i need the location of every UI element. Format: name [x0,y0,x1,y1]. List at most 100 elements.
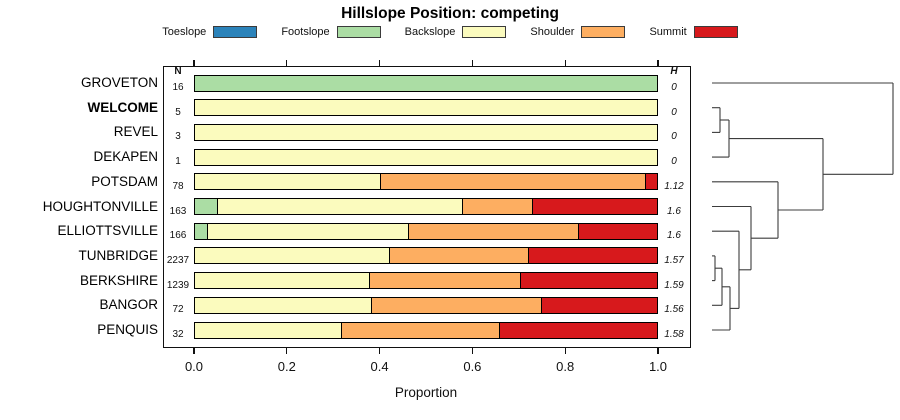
x-tick-label: 0.2 [277,359,296,374]
x-axis-tick [286,60,288,66]
bar-segment-backslope [206,223,408,239]
series-label-potsdam: POTSDAM [91,173,158,189]
x-tick-label: 0.4 [370,359,389,374]
bar-segment-shoulder [368,273,520,289]
chart-title: Hillslope Position: competing [341,5,559,22]
x-tick-label: 0.8 [556,359,575,374]
bar-row-tunbridge [194,247,658,265]
x-axis-tick [193,60,195,66]
h-value: 0 [671,82,677,93]
n-value: 72 [172,304,184,316]
x-tick-label: 0.6 [463,359,482,374]
bar-segment-summit [645,174,657,190]
bar-row-bangor [194,296,658,314]
bar-segment-footslope [195,199,218,214]
h-value: 1.59 [664,279,684,291]
legend-swatch-summit [693,26,738,38]
x-axis-tick [564,60,566,66]
h-value: 0 [671,106,677,118]
n-value: 1239 [166,279,190,291]
n-value: 32 [172,329,184,340]
legend-swatch-footslope [336,26,381,38]
bar-segment-summit [541,297,657,313]
n-value: 2237 [166,254,190,266]
bar-segment-summit [577,223,657,239]
bar-segment-summit [532,199,657,214]
plot-area [163,66,691,348]
x-tick-label: 0.0 [184,359,204,374]
bar-segment-backslope [195,124,657,140]
n-value: 163 [169,205,187,217]
bar-segment-shoulder [370,297,542,313]
bar-segment-backslope [195,149,657,165]
h-value: 0 [671,156,677,168]
h-value: 1.57 [664,254,684,266]
n-value: 78 [172,180,184,192]
x-axis-tick [564,348,566,354]
x-axis-tick [193,348,195,354]
bar-segment-footslope [195,75,657,91]
bar-segment-footslope [195,223,207,239]
legend-label: Shoulder [530,26,575,38]
legend-swatch-toeslope [213,26,258,38]
legend-entry-toeslope: Toeslope [162,26,258,38]
n-value: 5 [175,106,181,118]
h-value: 1.12 [664,180,684,192]
bar-segment-summit [498,322,657,338]
series-label-bangor: BANGOR [99,297,158,313]
h-value: 0 [671,131,677,143]
bar-segment-backslope [195,174,380,190]
legend: Toeslope Footslope Backslope Shoulder Summit [0,24,900,40]
bar-segment-shoulder [389,248,528,264]
legend-entry-summit: Summit [649,26,738,38]
legend-label: Summit [649,26,687,38]
bar-segment-shoulder [407,223,578,239]
bar-row-welcome [194,99,658,117]
bar-segment-backslope [195,297,371,313]
bar-row-dekapen [194,148,658,166]
bar-segment-summit [519,273,657,289]
series-label-revel: REVEL [113,124,158,140]
bar-row-groveton [194,74,658,92]
x-axis-tick [657,348,659,354]
series-label-penquis: PENQUIS [97,322,158,337]
bar-row-revel [194,123,658,141]
x-axis-tick [378,60,381,66]
x-axis-tick [378,348,381,354]
h-value: 1.6 [667,205,681,217]
x-axis-tick [286,348,288,354]
h-value: 1.56 [664,304,684,316]
bar-segment-summit [527,248,657,264]
h-value: 1.6 [667,230,681,242]
n-column-header: N [174,66,182,77]
n-value: 3 [175,131,181,143]
legend-entry-backslope: Backslope [405,26,507,38]
x-axis-label: Proportion [394,385,458,400]
series-label-tunbridge: TUNBRIDGE [78,247,158,263]
bar-segment-shoulder [462,199,533,214]
bar-segment-backslope [195,100,657,116]
bar-segment-shoulder [340,322,499,338]
legend-entry-shoulder: Shoulder [530,26,626,38]
bar-row-berkshire [194,272,658,290]
bar-row-houghtonville [194,198,658,215]
series-label-groveton: GROVETON [80,75,158,90]
x-axis-tick [471,60,474,66]
x-axis-tick [471,348,474,354]
legend-label: Backslope [404,26,456,38]
legend-swatch-shoulder [581,26,626,38]
legend-label: Footslope [281,26,330,38]
x-tick-label: 1.0 [648,359,668,374]
series-label-welcome: WELCOME [87,99,159,115]
n-value: 166 [169,230,187,242]
n-value: 1 [175,156,181,168]
bar-row-penquis [194,321,658,339]
bar-segment-backslope [217,199,463,214]
bar-segment-backslope [195,322,341,338]
h-value: 1.58 [664,329,684,340]
series-label-berkshire: BERKSHIRE [79,272,158,288]
bar-row-potsdam [194,173,658,191]
bar-row-elliottsville [194,222,658,240]
series-label-elliottsville: ELLIOTTSVILLE [57,223,158,239]
